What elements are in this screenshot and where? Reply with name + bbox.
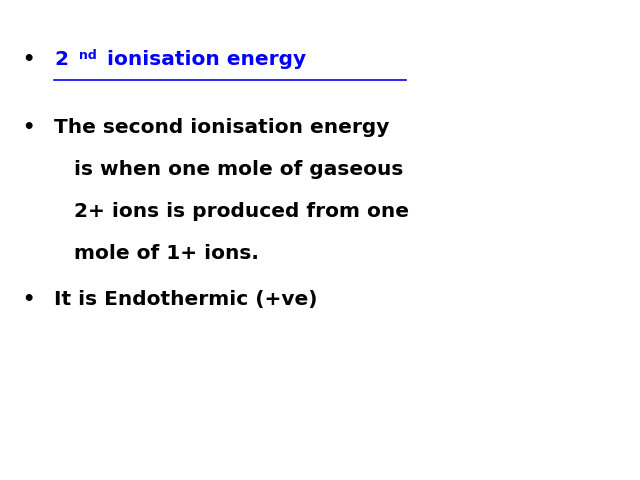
Text: 2: 2 — [54, 50, 68, 70]
Text: is when one mole of gaseous: is when one mole of gaseous — [74, 160, 403, 179]
Text: nd: nd — [79, 49, 97, 62]
Text: ionisation energy: ionisation energy — [100, 50, 307, 70]
Text: The second ionisation energy: The second ionisation energy — [54, 118, 390, 137]
Text: •: • — [22, 50, 35, 70]
Text: •: • — [22, 290, 35, 310]
Text: mole of 1+ ions.: mole of 1+ ions. — [74, 244, 259, 264]
Text: 2+ ions is produced from one: 2+ ions is produced from one — [74, 202, 408, 221]
Text: •: • — [22, 118, 35, 137]
Text: It is Endothermic (+ve): It is Endothermic (+ve) — [54, 290, 318, 310]
